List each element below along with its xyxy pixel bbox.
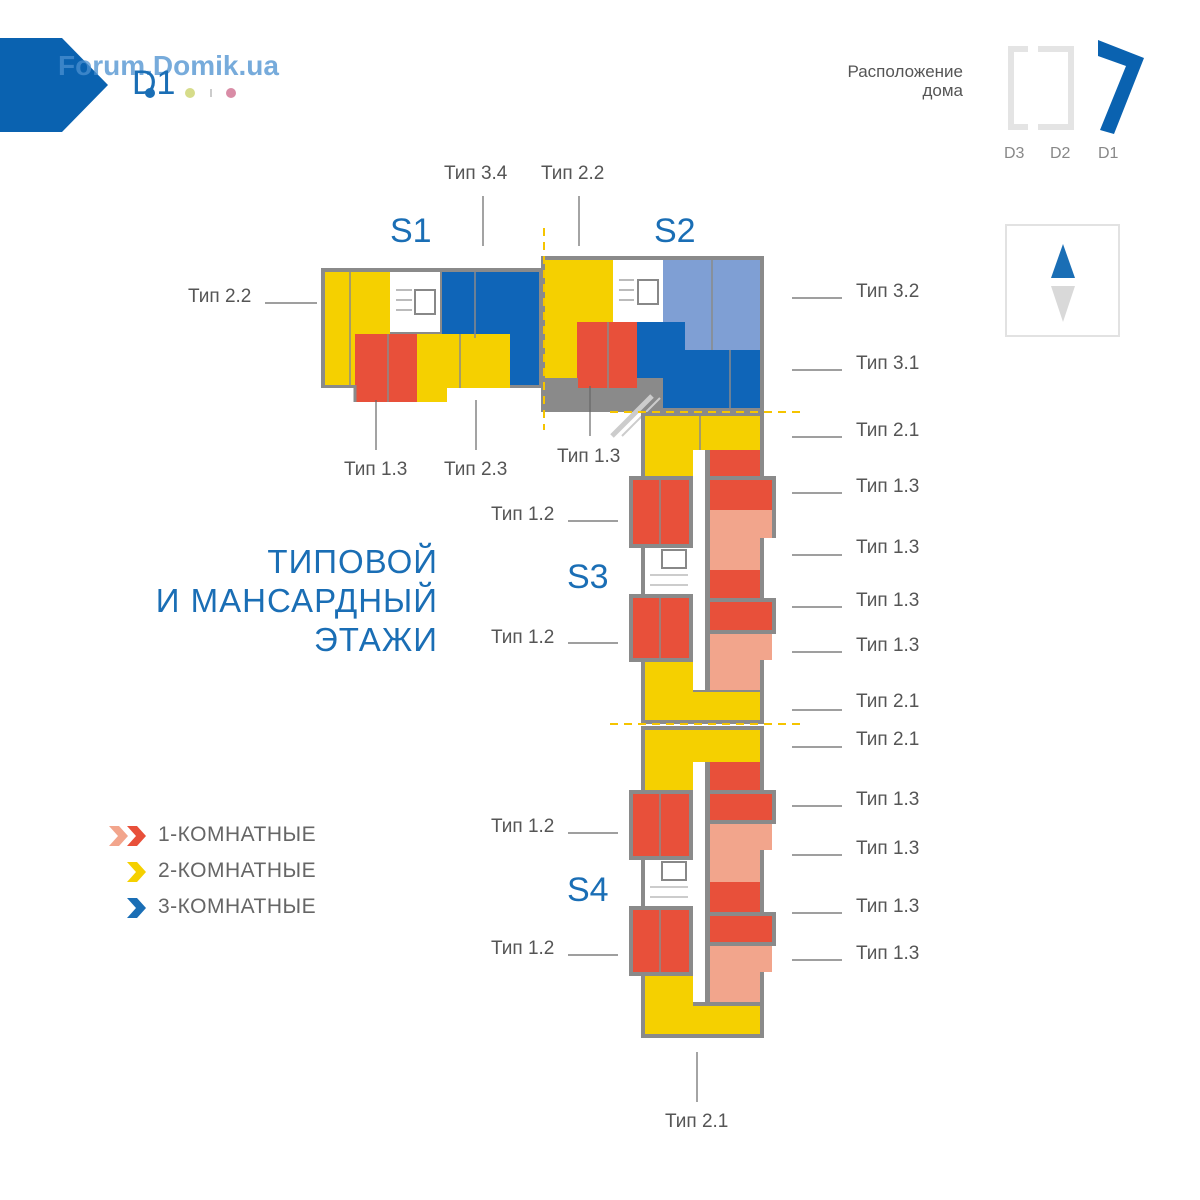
floor-title-line-1: ТИПОВОЙ (267, 543, 438, 580)
leader-lines (265, 196, 842, 1102)
watermark: Forum.Domik.ua (58, 50, 279, 81)
section-dividers (543, 228, 806, 725)
unit-label: Тип 2.1 (856, 691, 920, 712)
section-s4-plan (629, 726, 776, 1038)
section-label-s2: S2 (654, 212, 696, 250)
brand-banner (0, 38, 108, 132)
dot-divider (210, 89, 212, 97)
unit-label: Тип 3.1 (856, 353, 920, 374)
legend-1-room: 1-КОМНАТНЫЕ (158, 823, 317, 846)
chevron-icon (127, 862, 146, 882)
unit-label: Тип 1.3 (856, 635, 920, 656)
unit-label: Тип 1.3 (856, 590, 920, 611)
chevron-icon (127, 898, 146, 918)
location-code-d3: D3 (1004, 145, 1025, 162)
unit-label: Тип 3.2 (856, 281, 920, 302)
unit-label: Тип 2.1 (856, 420, 920, 441)
unit-label: Тип 1.3 (856, 789, 920, 810)
section-s3-plan (629, 412, 776, 724)
floor-title-line-3: ЭТАЖИ (314, 621, 438, 658)
unit-label: Тип 2.1 (665, 1111, 729, 1132)
section-s1-plan (321, 268, 543, 402)
unit-label: Тип 1.3 (856, 943, 920, 964)
section-label-s3: S3 (567, 558, 609, 596)
location-code-d1: D1 (1098, 145, 1119, 162)
unit-label: Тип 1.3 (856, 896, 920, 917)
location-caption-1: Расположение (847, 62, 963, 81)
header-dots (145, 88, 245, 100)
location-code-d2: D2 (1050, 145, 1071, 162)
location-map (1008, 40, 1144, 134)
unit-label: Тип 1.3 (856, 537, 920, 558)
compass-box (1005, 224, 1120, 337)
section-label-s4: S4 (567, 871, 609, 909)
unit-label: Тип 1.2 (491, 504, 555, 525)
unit-label: Тип 1.3 (856, 838, 920, 859)
unit-label: Тип 1.2 (491, 938, 555, 959)
unit-label: Тип 2.2 (188, 286, 252, 307)
floor-title-line-2: И МАНСАРДНЫЙ (155, 582, 438, 619)
north-arrow-icon (1051, 244, 1075, 322)
unit-label: Тип 1.2 (491, 627, 555, 648)
legend: 1-КОМНАТНЫЕ 2-КОМНАТНЫЕ 3-КОМНАТНЫЕ (105, 820, 365, 930)
unit-label: Тип 1.3 (557, 446, 621, 467)
double-chevron-icon (109, 826, 146, 846)
dot-green (185, 88, 195, 98)
unit-label: Тип 1.2 (491, 816, 555, 837)
section-label-s1: S1 (390, 212, 432, 250)
unit-label: Тип 2.3 (444, 459, 508, 480)
legend-3-room: 3-КОМНАТНЫЕ (158, 895, 317, 918)
legend-2-room: 2-КОМНАТНЫЕ (158, 859, 317, 882)
unit-label: Тип 2.2 (541, 163, 605, 184)
unit-label: Тип 1.3 (856, 476, 920, 497)
location-caption-2: дома (922, 81, 963, 100)
unit-label: Тип 3.4 (444, 163, 508, 184)
section-s2-plan (541, 256, 764, 438)
dot-pink (226, 88, 236, 98)
unit-label: Тип 1.3 (344, 459, 408, 480)
unit-label: Тип 2.1 (856, 729, 920, 750)
dot-blue (145, 88, 155, 98)
